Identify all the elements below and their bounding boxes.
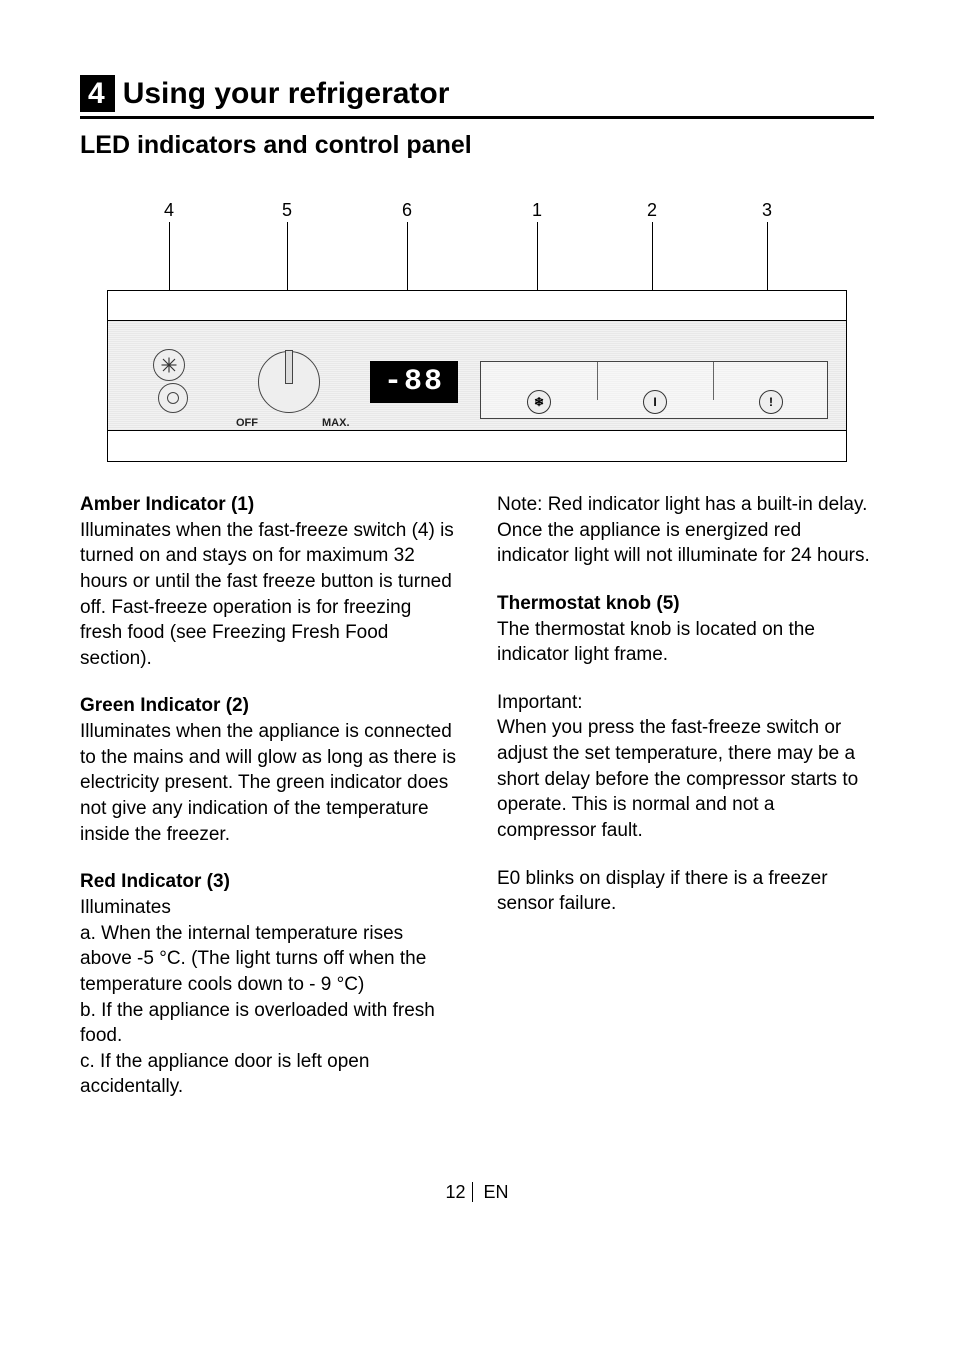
- text-block: E0 blinks on display if there is a freez…: [497, 866, 874, 917]
- callout-line: [537, 222, 538, 290]
- control-panel-diagram: 4 5 6 1 2 3 OFF MAX. -88 ❄ I !: [107, 200, 847, 462]
- knob-label-off: OFF: [236, 417, 258, 429]
- block-body: The thermostat knob is located on the in…: [497, 617, 874, 668]
- diagram-callouts: 4 5 6 1 2 3: [107, 200, 847, 290]
- text-block: Note: Red indicator light has a built-in…: [497, 492, 874, 569]
- section-title: LED indicators and control panel: [80, 131, 874, 160]
- block-body: Illuminates when the appliance is connec…: [80, 719, 457, 847]
- callout-line: [407, 222, 408, 290]
- fast-freeze-icon: [153, 349, 185, 381]
- text-block: Red Indicator (3)Illuminates a. When the…: [80, 869, 457, 1100]
- callout-label: 6: [397, 200, 417, 221]
- green-indicator-icon: I: [643, 390, 667, 414]
- callout-line: [169, 222, 170, 290]
- text-block: Thermostat knob (5)The thermostat knob i…: [497, 591, 874, 668]
- text-columns: Amber Indicator (1)Illuminates when the …: [80, 492, 874, 1122]
- left-column: Amber Indicator (1)Illuminates when the …: [80, 492, 457, 1122]
- text-block: Green Indicator (2)Illuminates when the …: [80, 693, 457, 847]
- callout-label: 5: [277, 200, 297, 221]
- block-body: Illuminates a. When the internal tempera…: [80, 895, 457, 1100]
- knob-label-max: MAX.: [322, 417, 350, 429]
- control-panel: OFF MAX. -88 ❄ I !: [107, 290, 847, 462]
- page-language: EN: [484, 1182, 509, 1202]
- callout-label: 2: [642, 200, 662, 221]
- text-block: Amber Indicator (1)Illuminates when the …: [80, 492, 457, 671]
- callout-line: [652, 222, 653, 290]
- text-block: Important: When you press the fast-freez…: [497, 690, 874, 844]
- temperature-display: -88: [370, 361, 458, 403]
- block-body: Illuminates when the fast-freeze switch …: [80, 518, 457, 672]
- thermostat-knob[interactable]: [258, 351, 320, 413]
- indicator-separator: [713, 362, 714, 400]
- fast-freeze-switch[interactable]: [158, 383, 188, 413]
- block-title: Green Indicator (2): [80, 693, 457, 719]
- callout-line: [767, 222, 768, 290]
- chapter-title: Using your refrigerator: [123, 77, 450, 111]
- block-body: Important: When you press the fast-freez…: [497, 690, 874, 844]
- callout-label: 4: [159, 200, 179, 221]
- panel-row-top: [108, 291, 846, 321]
- panel-row-main: OFF MAX. -88 ❄ I !: [108, 321, 846, 431]
- block-body: Note: Red indicator light has a built-in…: [497, 492, 874, 569]
- callout-label: 3: [757, 200, 777, 221]
- panel-row-bottom: [108, 431, 846, 461]
- right-column: Note: Red indicator light has a built-in…: [497, 492, 874, 1122]
- callout-label: 1: [527, 200, 547, 221]
- chapter-number: 4: [80, 75, 115, 112]
- page-footer: 12 EN: [80, 1182, 874, 1203]
- block-title: Amber Indicator (1): [80, 492, 457, 518]
- chapter-header: 4 Using your refrigerator: [80, 75, 874, 119]
- indicator-separator: [597, 362, 598, 400]
- indicator-panel: ❄ I !: [480, 361, 828, 419]
- callout-line: [287, 222, 288, 290]
- block-body: E0 blinks on display if there is a freez…: [497, 866, 874, 917]
- block-title: Red Indicator (3): [80, 869, 457, 895]
- block-title: Thermostat knob (5): [497, 591, 874, 617]
- amber-indicator-icon: ❄: [527, 390, 551, 414]
- page-number: 12: [445, 1182, 472, 1202]
- red-indicator-icon: !: [759, 390, 783, 414]
